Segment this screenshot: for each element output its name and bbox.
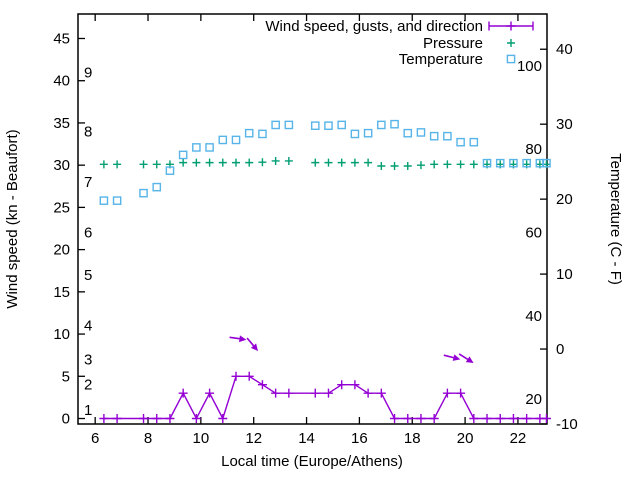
celsius-tick-label: 40	[556, 41, 573, 58]
beaufort-label: 9	[84, 64, 92, 81]
kn-tick-label: 40	[53, 73, 70, 90]
wind-direction-arrows	[229, 335, 474, 363]
celsius-tick-label: 20	[556, 191, 573, 208]
right-y-axis-title: Temperature (C - F)	[607, 153, 624, 285]
x-tick-label: 10	[193, 430, 210, 447]
x-tick-label: 22	[510, 430, 527, 447]
kn-tick-label: 25	[53, 199, 70, 216]
wind-direction-arrow	[458, 353, 474, 363]
fahrenheit-label: 40	[525, 308, 542, 325]
x-tick-label: 6	[91, 430, 99, 447]
wind-direction-arrow	[246, 337, 259, 352]
pressure-series	[99, 156, 551, 171]
beaufort-label: 2	[84, 377, 92, 394]
plot-render-root: 6 8 10 12 14 16 18 20 22051015202530354045123456…	[53, 13, 578, 447]
legend-markers	[488, 21, 534, 64]
beaufort-label: 5	[84, 267, 92, 284]
fahrenheit-label: 60	[525, 224, 542, 241]
wind-direction-arrow	[443, 354, 461, 361]
beaufort-label: 1	[84, 402, 92, 419]
left-y-axis-title: Wind speed (kn - Beaufort)	[4, 129, 21, 308]
x-tick-label: 18	[404, 430, 421, 447]
fahrenheit-label: 100	[517, 58, 542, 75]
kn-tick-label: 0	[62, 411, 70, 428]
kn-tick-label: 30	[53, 157, 70, 174]
kn-tick-label: 45	[53, 30, 70, 47]
x-tick-label: 8	[144, 430, 152, 447]
fahrenheit-label: 20	[525, 391, 542, 408]
wind-direction-arrow	[229, 335, 247, 343]
beaufort-label: 8	[84, 123, 92, 140]
kn-tick-label: 35	[53, 115, 70, 132]
beaufort-label: 7	[84, 174, 92, 191]
beaufort-label: 6	[84, 225, 92, 242]
x-tick-label: 12	[245, 430, 262, 447]
kn-tick-label: 10	[53, 326, 70, 343]
x-tick-label: 20	[457, 430, 474, 447]
celsius-tick-label: 0	[556, 341, 564, 358]
legend-label-pressure: Pressure	[423, 35, 483, 52]
temperature-series	[99, 119, 551, 205]
x-tick-label: 14	[298, 430, 315, 447]
beaufort-label: 4	[84, 318, 92, 335]
legend-label-wind: Wind speed, gusts, and direction	[265, 18, 483, 35]
celsius-tick-label: -10	[556, 416, 578, 433]
kn-tick-label: 5	[62, 368, 70, 385]
kn-tick-label: 15	[53, 284, 70, 301]
x-axis-title: Local time (Europe/Athens)	[221, 453, 403, 470]
beaufort-label: 3	[84, 351, 92, 368]
celsius-tick-label: 30	[556, 116, 573, 133]
wind-speed-series	[99, 371, 551, 424]
legend-label-temperature: Temperature	[399, 51, 483, 68]
celsius-tick-label: 10	[556, 266, 573, 283]
kn-tick-label: 20	[53, 242, 70, 259]
x-tick-label: 16	[351, 430, 368, 447]
fahrenheit-label: 80	[525, 141, 542, 158]
plot-border	[77, 13, 548, 425]
